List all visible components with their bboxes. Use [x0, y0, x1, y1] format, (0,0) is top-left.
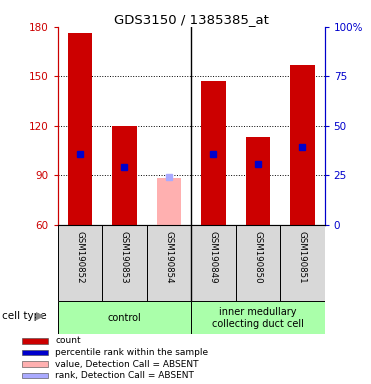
- Bar: [22, 361, 48, 367]
- Bar: [191, 225, 236, 301]
- Text: GSM190852: GSM190852: [75, 231, 84, 283]
- Bar: [157, 179, 181, 225]
- Text: GSM190854: GSM190854: [164, 231, 173, 283]
- Bar: [112, 126, 137, 225]
- Bar: [290, 65, 315, 225]
- Text: GSM190851: GSM190851: [298, 231, 307, 283]
- Bar: [246, 137, 270, 225]
- Text: value, Detection Call = ABSENT: value, Detection Call = ABSENT: [55, 359, 199, 369]
- Bar: [68, 33, 92, 225]
- Bar: [191, 301, 325, 334]
- Bar: [201, 81, 226, 225]
- Bar: [22, 350, 48, 355]
- Text: count: count: [55, 336, 81, 346]
- Bar: [102, 225, 147, 301]
- Bar: [280, 225, 325, 301]
- Text: rank, Detection Call = ABSENT: rank, Detection Call = ABSENT: [55, 371, 194, 380]
- Bar: [236, 225, 280, 301]
- Text: GSM190853: GSM190853: [120, 231, 129, 283]
- Text: GSM190850: GSM190850: [253, 231, 262, 283]
- Text: percentile rank within the sample: percentile rank within the sample: [55, 348, 209, 357]
- Bar: [147, 225, 191, 301]
- Bar: [58, 301, 191, 334]
- Text: GSM190849: GSM190849: [209, 231, 218, 283]
- Title: GDS3150 / 1385385_at: GDS3150 / 1385385_at: [114, 13, 269, 26]
- Text: ▶: ▶: [36, 311, 45, 321]
- Bar: [22, 338, 48, 344]
- Text: cell type: cell type: [2, 311, 46, 321]
- Text: control: control: [108, 313, 141, 323]
- Bar: [22, 373, 48, 378]
- Bar: [58, 225, 102, 301]
- Text: inner medullary
collecting duct cell: inner medullary collecting duct cell: [212, 307, 304, 329]
